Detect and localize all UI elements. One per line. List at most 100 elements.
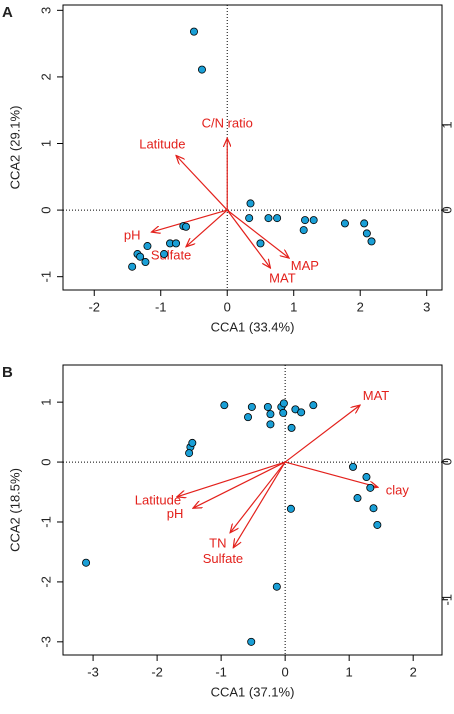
site-point: [197, 65, 206, 74]
vector-arrow: [284, 405, 360, 463]
y-tick-label: 3: [38, 7, 53, 14]
x-axis-title: CCA1 (33.4%): [211, 319, 295, 334]
x-tick-label: -3: [87, 664, 99, 679]
site-point: [256, 239, 265, 248]
site-point: [362, 473, 371, 482]
x-tick-label: 0: [224, 299, 231, 314]
x-tick-label: -1: [215, 664, 227, 679]
vector-arrow: [186, 209, 228, 247]
site-point: [366, 483, 375, 492]
vector-arrow: [226, 209, 289, 258]
y2-tick-label: 0: [439, 206, 454, 213]
vector-label: pH: [124, 227, 141, 242]
site-point: [266, 420, 275, 429]
site-point: [247, 402, 256, 411]
site-point: [369, 504, 378, 513]
y2-tick-label: 1: [439, 121, 454, 128]
y-tick-label: 1: [38, 140, 53, 147]
y2-tick-label: -1: [439, 594, 454, 606]
site-point: [263, 402, 272, 411]
panel-label: A: [2, 4, 13, 21]
vector-label: Sulfate: [203, 551, 243, 566]
site-point: [272, 582, 281, 591]
x-tick-label: 1: [346, 664, 353, 679]
site-point: [172, 239, 181, 248]
vector-label: TN: [209, 535, 226, 550]
vector-arrow: [233, 461, 286, 548]
site-point: [143, 242, 152, 251]
site-point: [340, 219, 349, 228]
site-point: [367, 237, 376, 246]
site-point: [244, 413, 253, 422]
vector-label: Latitude: [135, 493, 181, 508]
site-point: [297, 408, 306, 417]
x-tick-label: -2: [88, 299, 100, 314]
vector-arrow: [230, 461, 286, 533]
site-point: [136, 252, 145, 261]
site-point: [353, 494, 362, 503]
site-point: [299, 226, 308, 235]
site-point: [279, 399, 288, 408]
site-point: [266, 410, 275, 419]
x-tick-label: 2: [357, 299, 364, 314]
vector-label: C/N ratio: [202, 116, 253, 131]
vector-arrow: [284, 461, 378, 487]
vector-arrow: [151, 209, 228, 232]
site-point: [301, 216, 310, 225]
site-point: [362, 229, 371, 238]
site-point: [279, 408, 288, 417]
site-point: [373, 520, 382, 529]
y-tick-label: 2: [38, 73, 53, 80]
site-point: [220, 401, 229, 410]
site-point: [247, 637, 256, 646]
vector-label: MAP: [291, 258, 319, 273]
site-point: [246, 199, 255, 208]
vector-label: clay: [386, 482, 410, 497]
x-tick-label: 2: [410, 664, 417, 679]
vector-arrow: [226, 209, 270, 268]
site-point: [273, 214, 282, 223]
site-point: [309, 401, 318, 410]
site-point: [309, 216, 318, 225]
site-point: [182, 222, 191, 231]
site-point: [82, 558, 91, 567]
site-point: [245, 214, 254, 223]
vector-label: Sulfate: [151, 247, 191, 262]
x-tick-label: -1: [155, 299, 167, 314]
vector-label: Latitude: [139, 137, 185, 152]
vector-arrow: [193, 461, 286, 508]
y-axis-title: CCA2 (18.5%): [7, 468, 22, 552]
y-axis-title: CCA2 (29.1%): [7, 106, 22, 190]
y-tick-label: -3: [38, 636, 53, 648]
plot-box: [62, 4, 443, 291]
y-tick-label: 0: [38, 206, 53, 213]
vector-label: MAT: [363, 388, 390, 403]
site-point: [188, 438, 197, 447]
x-tick-label: 0: [282, 664, 289, 679]
x-tick-label: 3: [423, 299, 430, 314]
x-tick-label: -2: [151, 664, 163, 679]
site-point: [160, 250, 169, 259]
y-tick-label: 0: [38, 458, 53, 465]
site-point: [141, 258, 150, 267]
site-point: [264, 214, 273, 223]
vector-arrow: [177, 461, 286, 497]
panel-label: B: [2, 364, 13, 381]
vector-label: pH: [167, 506, 184, 521]
plot-box: [62, 364, 443, 656]
site-point: [286, 504, 295, 513]
y-tick-label: -1: [38, 271, 53, 283]
site-point: [287, 423, 296, 432]
y-tick-label: -1: [38, 516, 53, 528]
site-point: [185, 449, 194, 458]
site-point: [349, 462, 358, 471]
site-point: [189, 27, 198, 36]
x-tick-label: 1: [290, 299, 297, 314]
site-point: [360, 219, 369, 228]
y-tick-label: -2: [38, 576, 53, 588]
y-tick-label: 1: [38, 399, 53, 406]
vector-label: MAT: [269, 271, 296, 286]
site-point: [128, 262, 137, 271]
x-axis-title: CCA1 (37.1%): [211, 684, 295, 699]
